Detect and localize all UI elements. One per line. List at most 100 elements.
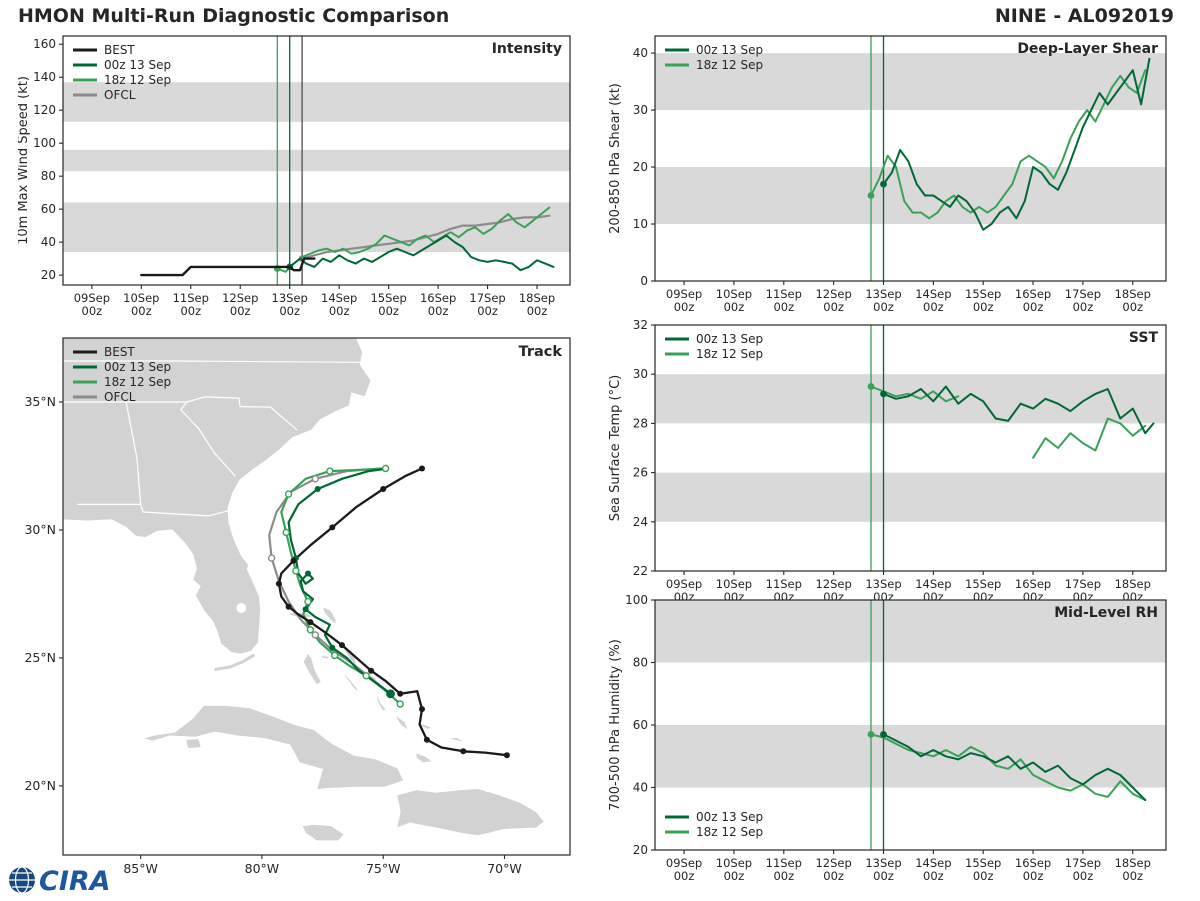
legend-label: OFCL — [104, 390, 136, 404]
y-tick-label: 20 — [41, 268, 56, 282]
series-line-run00 — [288, 234, 555, 272]
track-point-filled — [397, 690, 404, 697]
land-crooked-acklins — [393, 713, 410, 733]
x-tick-label: 13Sep 00z — [272, 291, 308, 318]
track-point-filled — [423, 736, 430, 743]
plot-frame — [62, 337, 571, 856]
y-tick-label: 32 — [633, 318, 648, 332]
y-tick-label: 20 — [633, 160, 648, 174]
legend-label: 00z 13 Sep — [696, 810, 763, 824]
globe-meridian — [14, 866, 30, 894]
track-point-open — [282, 528, 290, 537]
state-border-nc-sc — [186, 396, 298, 431]
series-line-best — [140, 257, 316, 277]
legend-label: 18z 12 Sep — [104, 73, 171, 87]
y-tick-label: 80 — [41, 169, 56, 183]
land-turks-caicos — [447, 736, 465, 743]
y-tick-label: 30°N — [24, 522, 56, 537]
y-axis-title: 700-500 hPa Humidity (%) — [608, 639, 623, 811]
track-line-run18 — [280, 467, 401, 705]
y-tick-label: 30 — [633, 103, 648, 117]
y-tick-label: 40 — [633, 781, 648, 795]
series-line-run00 — [882, 385, 1155, 435]
x-tick-label: 18Sep 00z — [519, 291, 555, 318]
track-point-filled — [329, 524, 336, 531]
track-point-open — [267, 554, 276, 562]
track-point-filled — [339, 642, 345, 649]
y-tick-label: 140 — [33, 70, 56, 84]
plot-frame — [654, 324, 1167, 572]
x-tick-label: 14Sep 00z — [915, 856, 951, 883]
land-isla-juventud — [184, 737, 202, 750]
x-tick-label: 16Sep 00z — [420, 291, 456, 318]
legend-label: 18z 12 Sep — [696, 825, 763, 839]
map-land — [63, 338, 546, 842]
legend-label: 00z 13 Sep — [696, 43, 763, 57]
land-exuma — [337, 667, 361, 695]
state-border-fl-ga — [140, 504, 229, 517]
x-tick-label: 12Sep 00z — [815, 287, 851, 314]
panel-title: Mid-Level RH — [1054, 605, 1158, 621]
x-tick-label: 11Sep 00z — [173, 291, 209, 318]
y-tick-label: 40 — [41, 235, 56, 249]
x-tick-label: 13Sep 00z — [865, 287, 901, 314]
x-tick-label: 14Sep 00z — [321, 291, 357, 318]
cira-logo-text: CIRA — [39, 866, 111, 897]
y-axis-title: 10m Max Wind Speed (kt) — [18, 76, 31, 245]
plot-frame — [62, 35, 571, 286]
track-point-filled — [285, 603, 292, 610]
x-tick-label: 10Sep 00z — [716, 287, 752, 314]
x-tick-label: 12Sep 00z — [222, 291, 258, 318]
track-point-filled — [380, 486, 387, 492]
state-border-al-ga — [125, 401, 142, 505]
track-point-open — [304, 597, 312, 606]
x-tick-label: 14Sep 00z — [915, 287, 951, 314]
x-tick-label: 10Sep 00z — [716, 856, 752, 883]
x-tick-label: 18Sep 00z — [1115, 287, 1151, 314]
x-tick-label: 80°W — [245, 861, 280, 876]
track-point-open — [396, 700, 404, 708]
land-hispaniola — [395, 787, 546, 837]
shade-band — [63, 202, 570, 252]
x-tick-label: 17Sep 00z — [469, 291, 505, 318]
intensity-panel: 20 40 60 80 100 120 140 160 09Sep 00z 10Sep 00z 11Se… — [18, 35, 571, 318]
y-axis-title: Sea Surface Temp (°C) — [608, 375, 623, 522]
track-point-open — [326, 467, 334, 475]
series-start-marker — [880, 180, 887, 188]
y-tick-label: 160 — [33, 37, 56, 51]
y-tick-label: 20 — [633, 843, 648, 857]
panel-title: Track — [519, 344, 563, 360]
track-point-filled — [419, 465, 425, 472]
track-point-filled — [460, 748, 467, 755]
track-point-filled — [329, 644, 336, 651]
rh-chart: 20 40 60 80 100 09Sep 00z 10Sep 00z 11Sep 00z 12Sep… — [608, 593, 1167, 883]
land-andros — [302, 651, 323, 686]
land-great-inagua — [415, 751, 435, 764]
state-border-va-nc — [63, 360, 363, 363]
track-point-open — [284, 490, 293, 498]
plot-frame — [654, 35, 1167, 282]
series-start-marker — [867, 731, 875, 738]
legend-label: 00z 13 Sep — [104, 360, 171, 374]
x-tick-label: 09Sep 00z — [666, 287, 702, 314]
shade-band — [655, 725, 1166, 788]
y-axis-title: 200-850 hPa Shear (kt) — [608, 83, 623, 234]
track-point-open — [306, 626, 315, 634]
x-tick-label: 70°W — [487, 861, 522, 876]
track-point-filled — [275, 580, 282, 587]
panel-title: Deep-Layer Shear — [1017, 41, 1158, 57]
track-line-best — [277, 467, 508, 757]
x-tick-label: 75°W — [366, 861, 401, 876]
land-long-island — [375, 692, 388, 711]
track-point-open — [381, 464, 390, 473]
rh-panel: 20 40 60 80 100 09Sep 00z 10Sep 00z 11Sep 00z 12Sep… — [608, 593, 1167, 883]
legend-label: 00z 13 Sep — [696, 332, 763, 346]
land-cuba — [141, 704, 405, 791]
map-tracks — [267, 464, 510, 759]
y-tick-label: 30 — [633, 367, 648, 381]
track-point-filled — [314, 486, 321, 492]
track-point-open — [292, 567, 300, 575]
series-line-run00 — [882, 733, 1147, 801]
shade-band — [63, 149, 570, 172]
x-tick-label: 15Sep 00z — [965, 856, 1001, 883]
